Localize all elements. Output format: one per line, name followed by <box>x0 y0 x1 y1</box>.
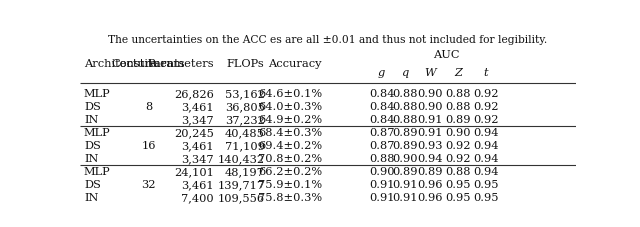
Text: 71,109: 71,109 <box>225 141 264 150</box>
Text: DS: DS <box>84 141 101 150</box>
Text: IN: IN <box>84 115 99 124</box>
Text: 3,461: 3,461 <box>181 141 214 150</box>
Text: 0.89: 0.89 <box>392 128 418 137</box>
Text: 0.90: 0.90 <box>445 128 470 137</box>
Text: 0.91: 0.91 <box>369 192 394 202</box>
Text: t: t <box>483 68 488 78</box>
Text: 64.6±0.1%: 64.6±0.1% <box>258 89 322 99</box>
Text: 0.87: 0.87 <box>369 128 394 137</box>
Text: 0.95: 0.95 <box>473 192 499 202</box>
Text: 20,245: 20,245 <box>174 128 214 137</box>
Text: 0.88: 0.88 <box>445 166 470 176</box>
Text: 24,101: 24,101 <box>174 166 214 176</box>
Text: 0.94: 0.94 <box>473 166 499 176</box>
Text: 0.84: 0.84 <box>369 102 394 112</box>
Text: FLOPs: FLOPs <box>227 59 264 69</box>
Text: 0.95: 0.95 <box>445 192 470 202</box>
Text: 0.95: 0.95 <box>473 179 499 189</box>
Text: 0.94: 0.94 <box>473 128 499 137</box>
Text: 0.89: 0.89 <box>445 115 470 124</box>
Text: Accuracy: Accuracy <box>269 59 322 69</box>
Text: 3,347: 3,347 <box>181 115 214 124</box>
Text: 140,432: 140,432 <box>218 153 264 163</box>
Text: q: q <box>402 68 409 78</box>
Text: DS: DS <box>84 179 101 189</box>
Text: 37,232: 37,232 <box>225 115 264 124</box>
Text: 0.91: 0.91 <box>417 128 443 137</box>
Text: 0.92: 0.92 <box>473 102 499 112</box>
Text: IN: IN <box>84 192 99 202</box>
Text: 48,197: 48,197 <box>225 166 264 176</box>
Text: 0.95: 0.95 <box>445 179 470 189</box>
Text: 75.9±0.1%: 75.9±0.1% <box>258 179 322 189</box>
Text: MLP: MLP <box>84 166 111 176</box>
Text: 40,485: 40,485 <box>225 128 264 137</box>
Text: 0.96: 0.96 <box>417 192 443 202</box>
Text: 0.92: 0.92 <box>473 115 499 124</box>
Text: g: g <box>378 68 385 78</box>
Text: 0.88: 0.88 <box>392 89 418 99</box>
Text: DS: DS <box>84 102 101 112</box>
Text: 0.88: 0.88 <box>392 102 418 112</box>
Text: 3,347: 3,347 <box>181 153 214 163</box>
Text: Z: Z <box>454 68 462 78</box>
Text: 70.8±0.2%: 70.8±0.2% <box>258 153 322 163</box>
Text: 0.87: 0.87 <box>369 141 394 150</box>
Text: 0.88: 0.88 <box>369 153 394 163</box>
Text: 0.92: 0.92 <box>445 153 470 163</box>
Text: 0.91: 0.91 <box>369 179 394 189</box>
Text: 0.90: 0.90 <box>392 153 418 163</box>
Text: 0.91: 0.91 <box>392 179 418 189</box>
Text: W: W <box>424 68 436 78</box>
Text: 0.89: 0.89 <box>392 166 418 176</box>
Text: 0.88: 0.88 <box>392 115 418 124</box>
Text: 26,826: 26,826 <box>174 89 214 99</box>
Text: 0.84: 0.84 <box>369 115 394 124</box>
Text: 32: 32 <box>141 179 156 189</box>
Text: 3,461: 3,461 <box>181 179 214 189</box>
Text: 3,461: 3,461 <box>181 102 214 112</box>
Text: 69.4±0.2%: 69.4±0.2% <box>258 141 322 150</box>
Text: 66.2±0.2%: 66.2±0.2% <box>258 166 322 176</box>
Text: The uncertainties on the ACC es are all ±0.01 and thus not included for legibili: The uncertainties on the ACC es are all … <box>108 35 548 45</box>
Text: Architecture: Architecture <box>84 59 157 69</box>
Text: 0.88: 0.88 <box>445 89 470 99</box>
Text: 16: 16 <box>141 141 156 150</box>
Text: MLP: MLP <box>84 128 111 137</box>
Text: 53,162: 53,162 <box>225 89 264 99</box>
Text: 0.92: 0.92 <box>445 141 470 150</box>
Text: 36,805: 36,805 <box>225 102 264 112</box>
Text: Parameters: Parameters <box>147 59 214 69</box>
Text: AUC: AUC <box>433 50 460 60</box>
Text: 68.4±0.3%: 68.4±0.3% <box>258 128 322 137</box>
Text: 0.90: 0.90 <box>369 166 394 176</box>
Text: 0.90: 0.90 <box>417 102 443 112</box>
Text: 139,717: 139,717 <box>218 179 264 189</box>
Text: Constituents: Constituents <box>111 59 185 69</box>
Text: 0.89: 0.89 <box>392 141 418 150</box>
Text: 0.94: 0.94 <box>473 141 499 150</box>
Text: MLP: MLP <box>84 89 111 99</box>
Text: 8: 8 <box>145 102 152 112</box>
Text: 0.88: 0.88 <box>445 102 470 112</box>
Text: 0.93: 0.93 <box>417 141 443 150</box>
Text: 0.90: 0.90 <box>417 89 443 99</box>
Text: 0.92: 0.92 <box>473 89 499 99</box>
Text: 0.94: 0.94 <box>417 153 443 163</box>
Text: 64.0±0.3%: 64.0±0.3% <box>258 102 322 112</box>
Text: 7,400: 7,400 <box>181 192 214 202</box>
Text: 0.94: 0.94 <box>473 153 499 163</box>
Text: 0.89: 0.89 <box>417 166 443 176</box>
Text: IN: IN <box>84 153 99 163</box>
Text: 0.91: 0.91 <box>417 115 443 124</box>
Text: 0.96: 0.96 <box>417 179 443 189</box>
Text: 64.9±0.2%: 64.9±0.2% <box>258 115 322 124</box>
Text: 75.8±0.3%: 75.8±0.3% <box>258 192 322 202</box>
Text: 0.84: 0.84 <box>369 89 394 99</box>
Text: 0.91: 0.91 <box>392 192 418 202</box>
Text: 109,556: 109,556 <box>218 192 264 202</box>
